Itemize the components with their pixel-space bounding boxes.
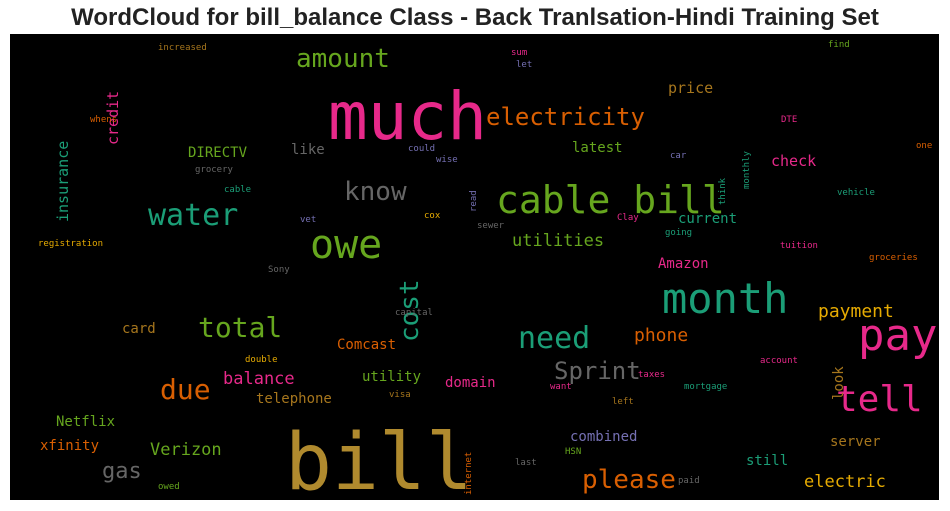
word-cable: cable	[224, 185, 252, 195]
word-card: card	[122, 321, 156, 337]
word-car: car	[670, 151, 687, 161]
word-still: still	[746, 453, 789, 469]
word-account: account	[760, 356, 798, 366]
word-tell: tell	[836, 379, 923, 420]
word-dte: DTE	[781, 115, 798, 125]
word-sum: sum	[511, 48, 528, 58]
word-could: could	[408, 144, 436, 154]
word-telephone: telephone	[256, 391, 332, 407]
word-cloud: bill much month pay cable bill owe tell water ne…	[10, 34, 939, 500]
word-cox: cox	[424, 211, 441, 221]
word-check: check	[771, 152, 817, 170]
word-month: month	[662, 274, 789, 323]
word-pay: pay	[858, 310, 938, 361]
word-know: know	[344, 177, 407, 207]
word-look: look	[831, 366, 847, 400]
word-tuition: tuition	[780, 241, 818, 251]
word-clay: Clay	[617, 213, 639, 223]
word-xfinity: xfinity	[40, 438, 100, 454]
word-utilities: utilities	[512, 231, 605, 251]
word-bill: bill	[285, 418, 473, 500]
word-one: one	[916, 141, 933, 151]
word-want: want	[550, 382, 572, 392]
word-water: water	[148, 198, 239, 233]
word-hsn: HSN	[565, 447, 582, 457]
word-last: last	[515, 458, 537, 468]
word-domain: domain	[445, 375, 496, 391]
word-combined: combined	[570, 429, 638, 445]
word-wise: wise	[436, 155, 458, 165]
word-registration: registration	[38, 239, 104, 249]
word-please: please	[582, 465, 676, 495]
word-electric: electric	[804, 472, 886, 492]
word-visa: visa	[389, 390, 411, 400]
word-insurance: insurance	[54, 140, 72, 222]
word-increased: increased	[158, 43, 207, 53]
word-think: think	[718, 177, 728, 205]
word-cable-bill: cable bill	[496, 178, 725, 222]
word-internet: internet	[464, 451, 474, 495]
word-phone: phone	[634, 325, 689, 346]
word-mortgage: mortgage	[684, 382, 728, 392]
word-vet: vet	[300, 215, 317, 225]
word-like: like	[291, 142, 325, 158]
word-monthly: monthly	[742, 151, 752, 189]
word-netflix: Netflix	[56, 414, 116, 430]
word-find: find	[828, 40, 850, 50]
word-taxes: taxes	[638, 370, 666, 380]
word-latest: latest	[572, 140, 623, 156]
word-directv: DIRECTV	[188, 145, 248, 161]
word-current: current	[678, 211, 738, 227]
word-owe: owe	[310, 222, 383, 268]
word-paid: paid	[678, 476, 700, 486]
word-payment: payment	[818, 301, 894, 322]
word-need: need	[518, 321, 591, 356]
word-due: due	[160, 373, 211, 406]
word-going: going	[665, 228, 693, 238]
word-gas: gas	[102, 459, 142, 484]
word-balance: balance	[223, 369, 295, 389]
word-total: total	[198, 311, 283, 344]
word-let: let	[516, 60, 533, 70]
word-owed: owed	[158, 482, 180, 492]
word-read: read	[469, 190, 479, 212]
word-vehicle: vehicle	[837, 188, 875, 198]
chart-title: WordCloud for bill_balance Class - Back …	[71, 4, 879, 31]
word-amount: amount	[296, 44, 390, 74]
word-electricity: electricity	[486, 103, 645, 131]
word-capital: capital	[395, 308, 433, 318]
word-whens: whens	[90, 115, 118, 125]
word-amazon: Amazon	[658, 256, 709, 272]
word-utility: utility	[362, 369, 422, 385]
word-groceries: groceries	[869, 253, 918, 263]
word-grocery: grocery	[195, 165, 233, 175]
word-much: much	[328, 78, 487, 155]
word-sewer: sewer	[477, 221, 505, 231]
word-server: server	[830, 434, 881, 450]
word-comcast: Comcast	[337, 337, 397, 353]
word-sprint: Sprint	[554, 357, 641, 385]
word-verizon: Verizon	[150, 440, 222, 460]
word-sony: Sony	[268, 265, 290, 275]
word-double: double	[245, 355, 278, 365]
word-left: left	[612, 397, 634, 407]
word-price: price	[668, 79, 714, 97]
